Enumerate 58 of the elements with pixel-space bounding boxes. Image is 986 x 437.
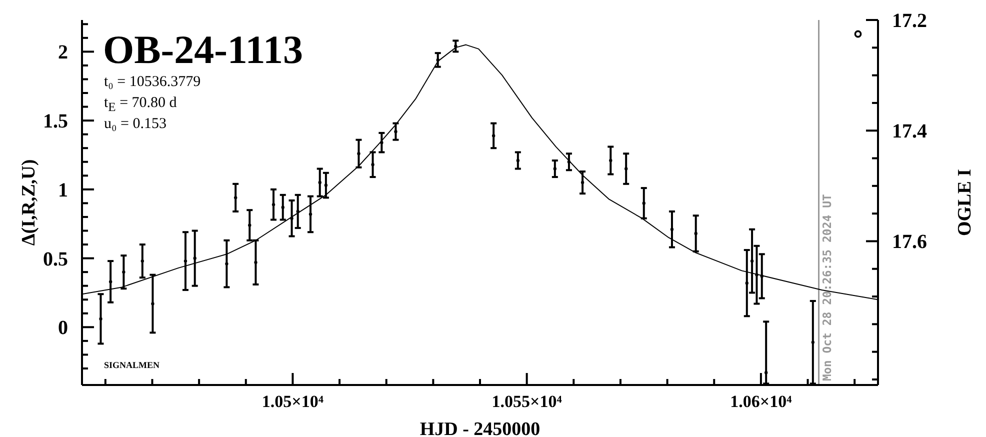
y-tick-label: 1.5	[43, 110, 68, 133]
point	[764, 371, 768, 374]
point	[99, 317, 102, 320]
annotation: SIGNALMEN	[104, 360, 160, 370]
point	[234, 196, 238, 200]
point	[308, 212, 312, 216]
point	[248, 224, 252, 227]
point	[296, 210, 300, 214]
point	[624, 167, 628, 170]
point	[122, 270, 126, 274]
x-tick-label: 1.055×10⁴	[492, 392, 562, 411]
point	[745, 281, 748, 285]
point	[516, 158, 520, 162]
point	[755, 273, 758, 276]
point	[281, 206, 284, 209]
y-tick-label: 0	[58, 317, 68, 340]
point	[694, 232, 698, 236]
point	[193, 256, 196, 260]
point	[225, 262, 228, 266]
point	[811, 340, 815, 344]
point	[553, 167, 557, 170]
x-axis-title: HJD - 2450000	[420, 419, 540, 437]
y2-axis-title: OGLE I	[954, 168, 976, 236]
point	[642, 202, 646, 205]
point	[760, 274, 764, 278]
point	[254, 260, 258, 264]
point	[609, 158, 612, 162]
point	[290, 216, 294, 220]
point	[318, 180, 322, 184]
annotation: Mon Oct 28 20:26:35 2024 UT	[820, 194, 834, 381]
annotation: t$_{E}$ = 70.80 d	[104, 94, 177, 116]
point	[357, 152, 360, 156]
point	[140, 259, 144, 263]
point	[380, 140, 384, 144]
point	[394, 130, 398, 134]
y-tick-label: 0.5	[43, 248, 68, 270]
y2-tick-label: 17.4	[892, 120, 927, 143]
point	[567, 160, 571, 164]
y-axis-title: Δ(I,R,Z,U)	[18, 159, 40, 246]
point	[580, 180, 584, 184]
point	[371, 163, 374, 166]
chart-title: OB-24-1113	[103, 27, 304, 72]
point	[272, 202, 276, 206]
point	[151, 302, 154, 306]
point	[492, 134, 496, 138]
point	[670, 228, 674, 231]
annotation: u₀ = 0.153	[104, 115, 166, 133]
y-tick-label: 1	[58, 179, 68, 202]
point	[108, 280, 112, 284]
y2-tick-label: 17.6	[892, 231, 927, 254]
annotation: t₀ = 10536.3779	[104, 73, 201, 91]
x-tick-label: 1.05×10⁴	[262, 392, 324, 411]
point	[454, 44, 458, 48]
point	[184, 259, 188, 263]
y2-tick-label: 17.2	[892, 10, 927, 32]
point	[436, 58, 440, 62]
y-tick-label: 2	[58, 42, 68, 64]
x-tick-label: 1.06×10⁴	[730, 392, 792, 411]
